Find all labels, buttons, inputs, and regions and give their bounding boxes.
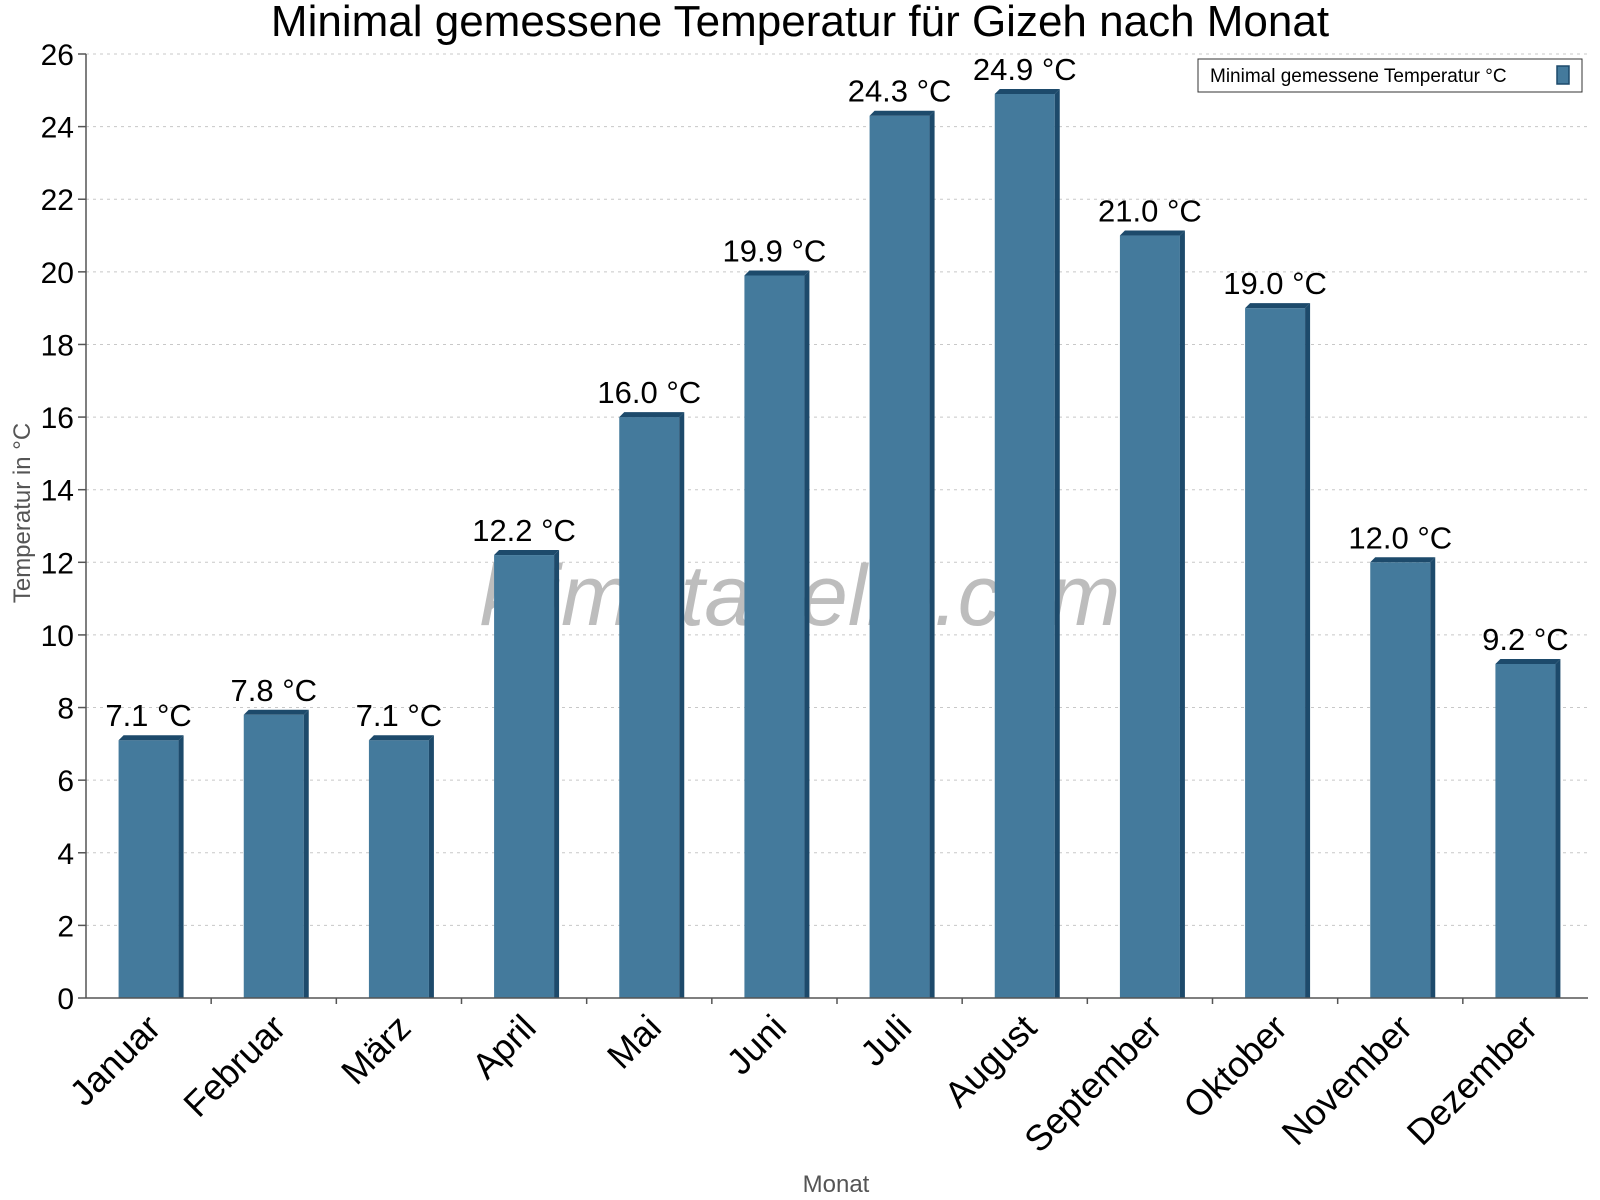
bar-side (1430, 557, 1436, 998)
y-tick-label: 26 (41, 39, 74, 72)
bar-face (619, 417, 680, 999)
x-tick-label: Oktober (1175, 1007, 1295, 1127)
bar-face (1370, 562, 1431, 998)
y-tick-label: 14 (41, 475, 74, 508)
bar-top (994, 88, 1060, 94)
data-label: 12.0 °C (1348, 520, 1452, 555)
bar-face (1119, 235, 1180, 999)
bar (744, 270, 810, 998)
bar-top (118, 735, 184, 741)
bar-side (428, 735, 434, 998)
bar-top (1245, 303, 1311, 309)
x-tick-label: Dezember (1399, 1007, 1545, 1153)
bar (368, 735, 434, 998)
x-tick-label: Juli (852, 1007, 919, 1074)
bar-side (1179, 230, 1185, 999)
y-tick-label: 18 (41, 329, 74, 362)
y-axis-label: Temperatur in °C (9, 423, 36, 603)
y-tick-label: 10 (41, 620, 74, 653)
bar-face (994, 93, 1055, 998)
x-tick-label: April (464, 1007, 544, 1087)
y-tick-label: 8 (57, 693, 74, 726)
bar-top (869, 110, 935, 116)
x-tick-label: März (333, 1007, 419, 1093)
bar-side (1555, 658, 1561, 998)
data-label: 7.8 °C (231, 673, 318, 708)
data-label: 16.0 °C (597, 375, 701, 410)
bar-side (804, 270, 810, 998)
legend: Minimal gemessene Temperatur °C (1197, 58, 1583, 93)
bar-face (494, 555, 555, 998)
data-label: 24.3 °C (848, 74, 952, 109)
y-tick-label: 12 (41, 547, 74, 580)
bar (243, 709, 309, 998)
x-tick-label: Mai (599, 1007, 669, 1077)
x-tick-label: Januar (61, 1007, 168, 1114)
data-label: 19.0 °C (1223, 266, 1327, 301)
bar-top (619, 412, 685, 418)
x-axis-label: Monat (803, 1171, 870, 1198)
bar (1370, 557, 1436, 998)
data-label: 9.2 °C (1482, 622, 1569, 657)
grid (86, 53, 1588, 926)
y-tick-label: 20 (41, 257, 74, 290)
bar (1495, 658, 1561, 998)
y-tick-label: 6 (57, 765, 74, 798)
data-labels: 7.1 °C 7.8 °C 7.1 °C 12.2 °C 16.0 °C 19.9 °C 2… (105, 52, 1568, 733)
bar-side (1305, 303, 1311, 999)
bar-top (494, 550, 560, 556)
y-tick-label: 16 (41, 402, 74, 435)
bar-face (1495, 663, 1556, 998)
bar-face (243, 714, 304, 998)
bars (118, 88, 1561, 999)
chart-title: Minimal gemessene Temperatur für Gizeh n… (271, 0, 1329, 46)
bar (1245, 303, 1311, 999)
data-label: 19.9 °C (723, 233, 827, 268)
bar-top (368, 735, 434, 741)
bar-side (303, 709, 309, 998)
data-label: 21.0 °C (1098, 194, 1202, 229)
bar-side (1054, 88, 1060, 998)
y-tick-label: 22 (41, 184, 74, 217)
x-tick-label: November (1273, 1007, 1419, 1153)
bar-top (1119, 230, 1185, 236)
legend-box (1197, 58, 1583, 93)
bar (1119, 230, 1185, 999)
y-tick-label: 2 (57, 910, 74, 943)
bar-side (178, 735, 184, 998)
bar-top (744, 270, 810, 276)
x-tick-label: September (1016, 1007, 1170, 1161)
bar (619, 412, 685, 999)
bar-face (368, 740, 429, 998)
data-label: 7.1 °C (105, 698, 192, 733)
y-tick-label: 0 (57, 983, 74, 1016)
legend-entry-label: Minimal gemessene Temperatur °C (1210, 66, 1507, 87)
bar (118, 735, 184, 998)
bar-top (243, 709, 309, 715)
bar-top (1495, 658, 1561, 664)
x-axis-ticks: Januar Februar März April Mai Juni Juli AugustS… (61, 998, 1545, 1160)
bar-face (869, 115, 930, 998)
bar-face (1245, 308, 1306, 999)
legend-swatch (1556, 65, 1570, 85)
x-tick-label: August (936, 1007, 1044, 1115)
x-tick-label: Februar (175, 1007, 293, 1125)
x-tick-label: Juni (718, 1007, 794, 1083)
y-tick-label: 24 (41, 112, 74, 145)
bar (994, 88, 1060, 998)
bar-side (679, 412, 685, 999)
bar-side (554, 550, 560, 998)
bar-face (118, 740, 179, 998)
data-label: 12.2 °C (472, 513, 576, 548)
bar-face (744, 275, 805, 998)
bar-side (929, 110, 935, 998)
y-tick-label: 4 (57, 838, 74, 871)
bar (869, 110, 935, 998)
bar (494, 550, 560, 998)
data-label: 7.1 °C (356, 698, 443, 733)
data-label: 24.9 °C (973, 52, 1077, 87)
bar-top (1370, 557, 1436, 563)
